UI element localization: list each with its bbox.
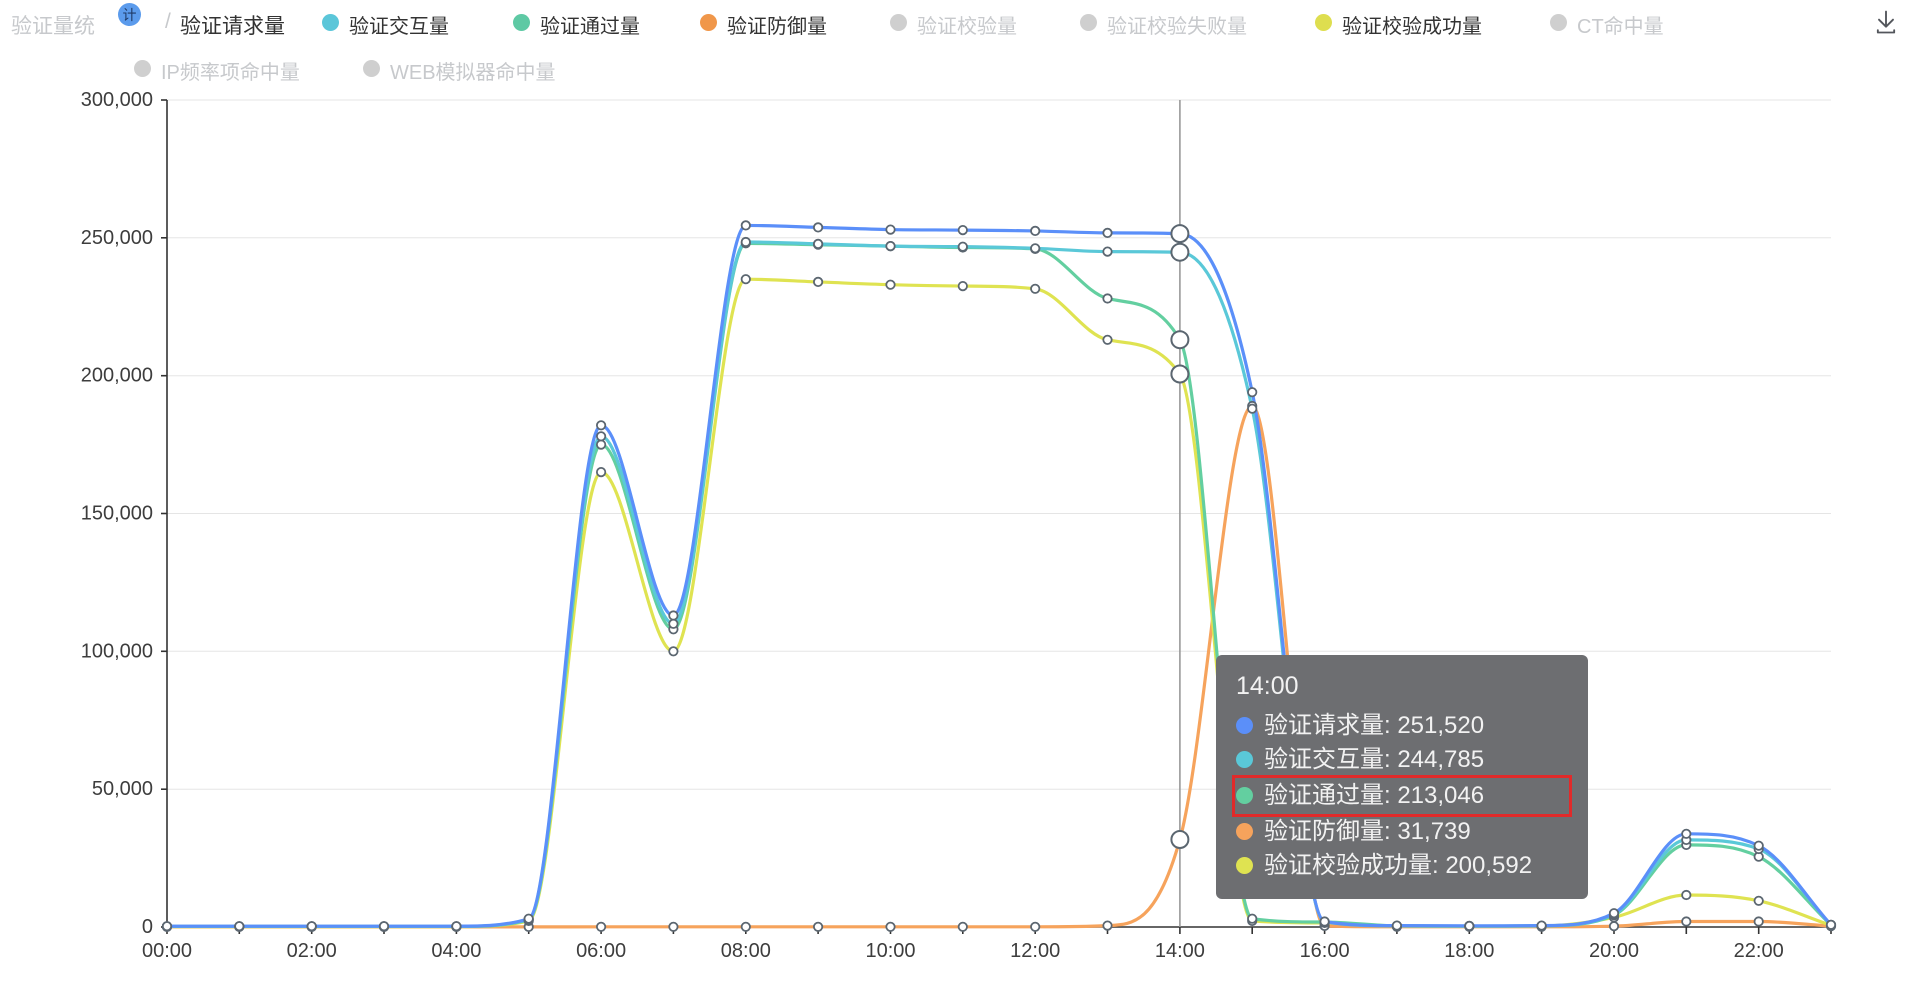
svg-text:10:00: 10:00	[865, 940, 915, 962]
svg-text:20:00: 20:00	[1589, 940, 1639, 962]
svg-text:06:00: 06:00	[576, 940, 626, 962]
svg-text:00:00: 00:00	[142, 940, 192, 962]
svg-text:250,000: 250,000	[81, 227, 153, 249]
svg-text:02:00: 02:00	[287, 940, 337, 962]
svg-text:50,000: 50,000	[92, 778, 153, 800]
svg-text:150,000: 150,000	[81, 503, 153, 525]
svg-text:12:00: 12:00	[1010, 940, 1060, 962]
svg-text:200,000: 200,000	[81, 365, 153, 387]
svg-text:14:00: 14:00	[1155, 940, 1205, 962]
svg-text:100,000: 100,000	[81, 640, 153, 662]
svg-text:08:00: 08:00	[721, 940, 771, 962]
svg-text:22:00: 22:00	[1734, 940, 1784, 962]
svg-text:04:00: 04:00	[431, 940, 481, 962]
svg-text:18:00: 18:00	[1444, 940, 1494, 962]
svg-text:0: 0	[142, 916, 153, 938]
svg-text:16:00: 16:00	[1300, 940, 1350, 962]
